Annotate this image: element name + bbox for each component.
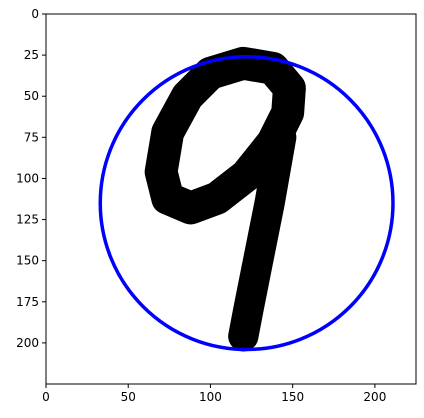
digit-stem-stroke xyxy=(228,122,297,352)
handwritten-digit-nine xyxy=(144,46,306,352)
axes-frame xyxy=(45,13,417,385)
axes: 0 50 100 150 200 0 25 50 75 100 125 150 175 200 xyxy=(16,7,417,404)
x-tick-label: 0 xyxy=(42,390,50,404)
y-tick-label: 125 xyxy=(16,213,39,227)
y-tick-label: 75 xyxy=(24,130,39,144)
enclosing-circle xyxy=(98,55,395,352)
y-tick-label: 150 xyxy=(16,254,39,268)
x-axis-ticks: 0 50 100 150 200 xyxy=(42,384,386,404)
y-tick-label: 175 xyxy=(16,295,39,309)
digit-loop-stroke xyxy=(144,46,306,225)
y-tick-label: 0 xyxy=(31,7,39,21)
y-tick-label: 25 xyxy=(24,48,39,62)
x-tick-label: 50 xyxy=(121,390,136,404)
x-tick-label: 150 xyxy=(281,390,304,404)
y-tick-label: 100 xyxy=(16,171,39,185)
y-tick-label: 50 xyxy=(24,89,39,103)
x-tick-label: 100 xyxy=(199,390,222,404)
x-tick-label: 200 xyxy=(363,390,386,404)
y-tick-label: 200 xyxy=(16,336,39,350)
y-axis-ticks: 0 25 50 75 100 125 150 175 200 xyxy=(16,7,46,350)
